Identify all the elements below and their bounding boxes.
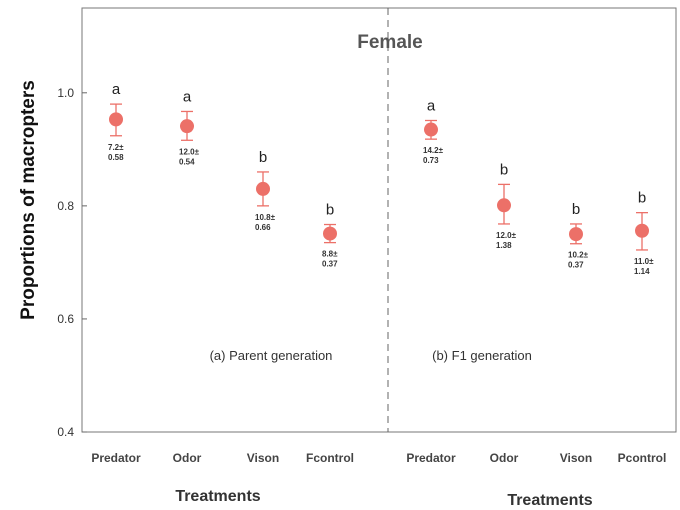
x-tick-label: Odor	[173, 451, 202, 465]
se-annotation: 0.37	[322, 260, 338, 269]
se-annotation: 0.54	[179, 157, 195, 166]
data-point	[424, 122, 438, 137]
data-point	[635, 223, 649, 238]
mean-annotation: 7.2±	[108, 143, 124, 152]
data-point	[180, 119, 194, 134]
panel-label-f1: (b) F1 generation	[432, 348, 532, 363]
x-axis-label-f1: Treatments	[507, 492, 592, 509]
plot-border	[81, 7, 677, 433]
y-axis-label: Proportions of macropters	[18, 80, 39, 320]
y-axis-ticks: 0.4 0.6 0.8 1.0	[57, 86, 87, 439]
data-point	[256, 181, 270, 196]
x-tick-label: Fcontrol	[306, 451, 354, 465]
chart-title: Female	[357, 32, 422, 53]
mean-annotation: 12.0±	[496, 231, 517, 240]
x-tick-label: Vison	[560, 451, 592, 465]
significance-letter: b	[500, 161, 508, 178]
se-annotation: 0.66	[255, 223, 271, 232]
x-axis-label-parent: Treatments	[175, 488, 260, 505]
significance-letter: b	[572, 201, 580, 218]
se-annotation: 0.58	[108, 153, 124, 162]
y-tick-label: 0.8	[57, 199, 74, 213]
x-tick-label: Predator	[91, 451, 141, 465]
y-tick-label: 0.6	[57, 312, 74, 326]
y-tick-label: 0.4	[57, 425, 74, 439]
mean-annotation: 14.2±	[423, 146, 444, 155]
mean-annotation: 11.0±	[634, 257, 654, 266]
panel-label-parent: (a) Parent generation	[210, 348, 333, 363]
significance-letter: a	[112, 81, 121, 98]
data-point	[109, 112, 123, 127]
data-point	[569, 227, 583, 242]
mean-annotation: 10.2±	[568, 251, 589, 260]
plot-frame	[81, 7, 677, 433]
se-annotation: 1.38	[496, 241, 512, 250]
mean-annotation: 8.8±	[322, 250, 338, 259]
data-point	[323, 226, 337, 241]
x-tick-label: Predator	[406, 451, 456, 465]
significance-letter: b	[259, 149, 267, 166]
se-annotation: 0.37	[568, 261, 584, 270]
x-tick-label: Vison	[247, 451, 279, 465]
x-tick-label: Pcontrol	[618, 451, 667, 465]
x-axis-ticks: Predator Odor Vison Fcontrol Predator Odor Vis…	[91, 451, 666, 465]
se-annotation: 1.14	[634, 267, 650, 276]
data-point	[497, 198, 511, 213]
significance-letter: b	[638, 190, 646, 207]
significance-letter: a	[183, 88, 192, 105]
x-tick-label: Odor	[490, 451, 519, 465]
mean-annotation: 12.0±	[179, 147, 200, 156]
se-annotation: 0.73	[423, 156, 439, 165]
significance-letter: b	[326, 202, 334, 219]
mean-annotation: 10.8±	[255, 213, 276, 222]
y-tick-label: 1.0	[57, 86, 74, 100]
significance-letter: a	[427, 98, 436, 115]
